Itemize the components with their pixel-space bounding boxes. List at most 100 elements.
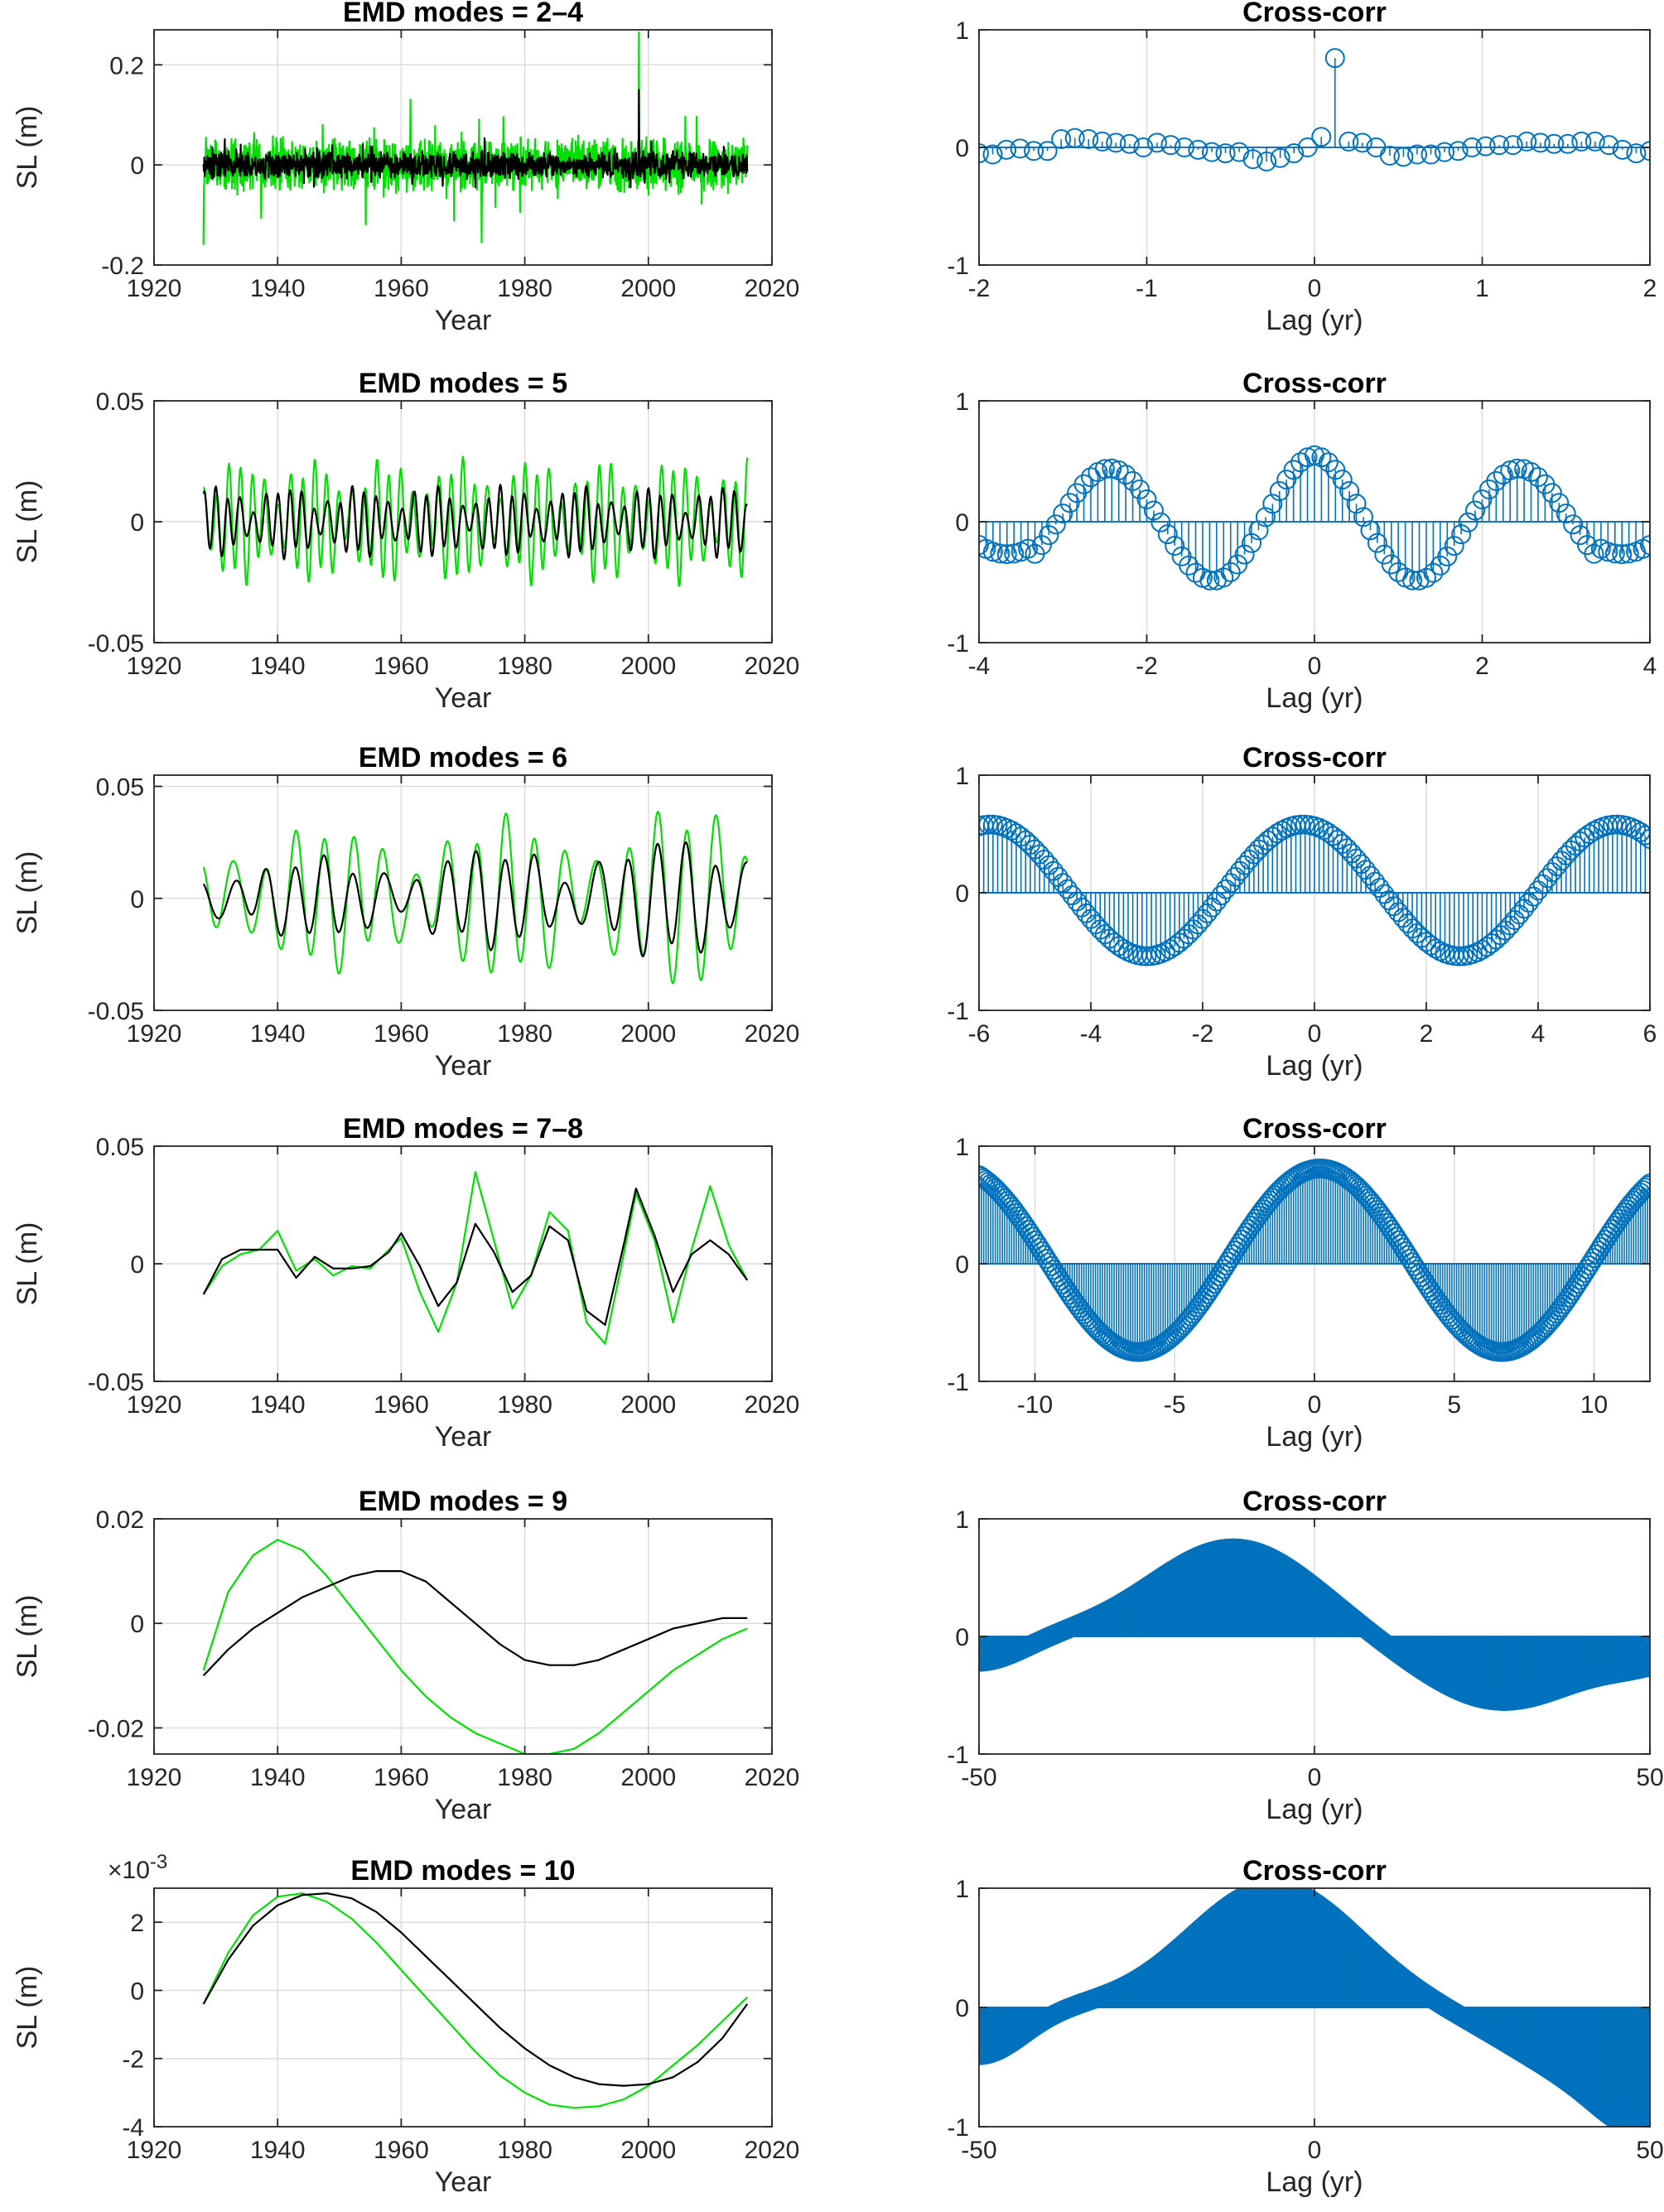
stem-marker bbox=[1248, 520, 1269, 541]
chart-title: EMD modes = 10 bbox=[350, 1855, 575, 1887]
x-tick-label: 0 bbox=[1308, 1764, 1322, 1791]
x-tick-label: 4 bbox=[1643, 653, 1657, 680]
y-axis-label: SL (m) bbox=[12, 1595, 43, 1679]
x-tick-label: 2020 bbox=[745, 2137, 800, 2164]
stem-marker bbox=[1416, 567, 1436, 588]
stem-marker bbox=[1406, 144, 1427, 165]
x-tick-label: 1920 bbox=[127, 1020, 182, 1048]
stem-marker bbox=[1045, 514, 1066, 535]
x-tick-label: 1960 bbox=[374, 1764, 429, 1791]
stem-marker bbox=[1360, 520, 1381, 541]
stem-marker bbox=[1378, 1216, 1399, 1236]
stem-marker bbox=[1379, 145, 1400, 166]
x-tick-label: -2 bbox=[968, 275, 991, 302]
y-tick-label: -2 bbox=[122, 2046, 144, 2074]
stem-marker bbox=[1006, 1202, 1026, 1223]
stem-marker bbox=[1271, 820, 1292, 841]
stem-marker bbox=[1560, 1284, 1581, 1304]
x-tick-label: 2 bbox=[1420, 1020, 1434, 1048]
stem-marker bbox=[1059, 1284, 1080, 1305]
stem-marker bbox=[1234, 544, 1255, 565]
stem-marker bbox=[1059, 493, 1080, 513]
y-tick-label: -1 bbox=[947, 630, 969, 658]
stem-marker bbox=[1243, 1212, 1264, 1232]
x-tick-label: 1920 bbox=[127, 1391, 182, 1419]
chart-title: EMD modes = 2–4 bbox=[343, 0, 583, 28]
x-tick-label: 1960 bbox=[374, 653, 429, 680]
chart-title: EMD modes = 6 bbox=[359, 742, 567, 773]
x-axis-label: Year bbox=[435, 305, 492, 336]
stem-marker bbox=[1039, 525, 1059, 546]
stem-marker bbox=[1055, 1278, 1076, 1299]
series-line-model bbox=[202, 484, 749, 561]
x-tick-label: 1980 bbox=[497, 2137, 552, 2164]
y-tick-label: 0 bbox=[130, 509, 144, 537]
stem-marker bbox=[1423, 1284, 1444, 1305]
stem-marker bbox=[1010, 138, 1030, 159]
stem-marker bbox=[1635, 1178, 1650, 1198]
stem-marker bbox=[1318, 452, 1338, 473]
chart-title: Cross-corr bbox=[1242, 742, 1387, 773]
data-layer bbox=[979, 445, 1650, 590]
stem-marker bbox=[1618, 543, 1639, 564]
stem-marker bbox=[1393, 147, 1414, 167]
x-axis-label: Lag (yr) bbox=[1266, 305, 1363, 336]
chart-panel-10: -50 0 50 -1 0 1 Cross-corr Lag (yr) bbox=[947, 1486, 1663, 1825]
x-tick-label: 10 bbox=[1580, 1391, 1608, 1419]
x-axis-label: Year bbox=[435, 2166, 492, 2198]
x-tick-label: 50 bbox=[1636, 1764, 1663, 1791]
stem-marker bbox=[1435, 142, 1455, 162]
stem-marker bbox=[1197, 1284, 1218, 1304]
x-tick-label: 1940 bbox=[250, 275, 306, 302]
y-tick-label: 1 bbox=[955, 763, 969, 790]
stem-marker bbox=[1270, 147, 1290, 168]
x-tick-label: 1960 bbox=[374, 1020, 429, 1048]
series-line-model bbox=[202, 1570, 748, 1677]
chart-title: Cross-corr bbox=[1242, 368, 1387, 399]
x-axis-label: Year bbox=[435, 682, 492, 714]
stem-marker bbox=[990, 543, 1010, 564]
data-layer bbox=[979, 814, 1650, 966]
y-tick-label: 1 bbox=[955, 17, 969, 45]
x-axis-label: Lag (yr) bbox=[1266, 1794, 1363, 1825]
axes-frame bbox=[153, 774, 773, 1011]
series-line-model bbox=[202, 89, 749, 189]
x-tick-label: 1980 bbox=[497, 275, 552, 302]
stem-marker bbox=[1563, 514, 1584, 535]
axes-frame bbox=[153, 1887, 773, 2128]
y-tick-label: 0 bbox=[955, 509, 969, 537]
stem-marker bbox=[1555, 504, 1576, 524]
stem-marker bbox=[1165, 536, 1185, 557]
y-tick-label: -0.05 bbox=[88, 998, 144, 1025]
stem-marker bbox=[1602, 1219, 1623, 1240]
data-layer bbox=[202, 455, 749, 587]
stem-marker bbox=[1507, 458, 1527, 479]
stem-marker bbox=[1555, 1290, 1576, 1311]
y-tick-label: 1 bbox=[955, 388, 969, 416]
stem-marker bbox=[1004, 543, 1025, 564]
y-tick-label: 1 bbox=[955, 1506, 969, 1534]
y-tick-label: 0.05 bbox=[96, 1134, 144, 1161]
x-tick-label: 2020 bbox=[745, 1020, 800, 1048]
stem-marker bbox=[1262, 494, 1283, 514]
stem-marker bbox=[1372, 1206, 1392, 1226]
stem-marker bbox=[1311, 127, 1332, 147]
y-axis-label: SL (m) bbox=[12, 1222, 43, 1306]
stem-marker bbox=[1192, 1290, 1213, 1311]
data-layer bbox=[979, 48, 1650, 172]
stem-marker bbox=[1113, 939, 1134, 960]
y-tick-label: -0.05 bbox=[88, 1369, 144, 1396]
stem-marker bbox=[1269, 481, 1290, 502]
stem-marker bbox=[1024, 141, 1044, 161]
stem-marker bbox=[1239, 1219, 1260, 1240]
stem-marker bbox=[1604, 1216, 1625, 1236]
stem-marker bbox=[1448, 141, 1469, 161]
x-axis-label: Year bbox=[435, 1050, 492, 1082]
chart-panel-3: 1920 1940 1960 1980 2000 2020 -0.05 0 0.05 EMD mo… bbox=[12, 368, 799, 714]
y-axis-label: SL (m) bbox=[12, 106, 43, 190]
axes-frame bbox=[153, 29, 773, 266]
stem-marker bbox=[1418, 1278, 1439, 1299]
chart-title: EMD modes = 7–8 bbox=[343, 1113, 583, 1145]
